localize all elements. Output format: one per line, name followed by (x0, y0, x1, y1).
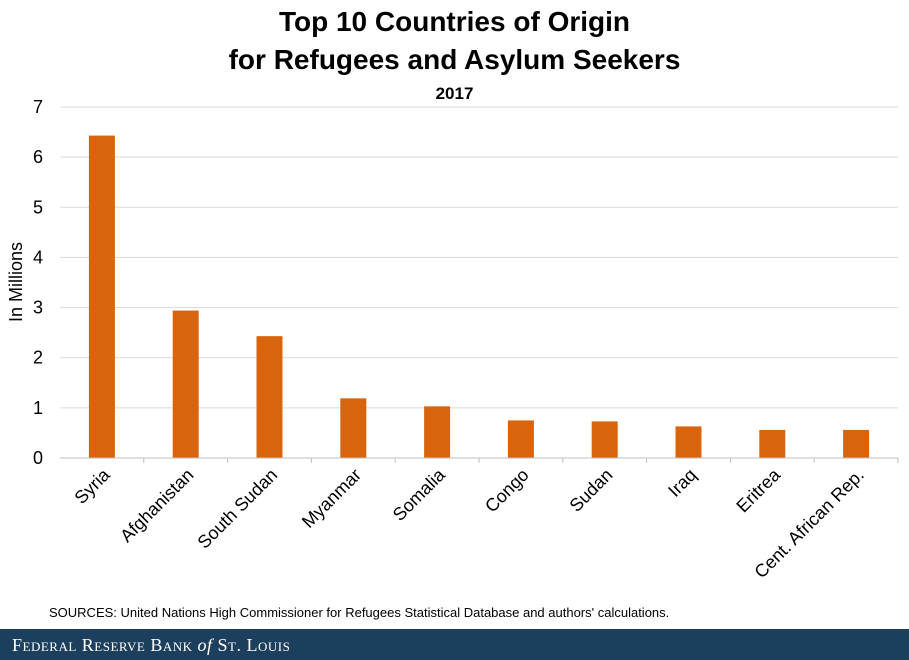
x-tick-label: Afghanistan (116, 465, 197, 546)
chart-subtitle: 2017 (435, 84, 474, 103)
y-axis-label: In Millions (6, 242, 26, 322)
bars (88, 135, 870, 458)
y-tick-label: 3 (33, 298, 43, 318)
bar (172, 310, 199, 458)
chart-title-line-2: for Refugees and Asylum Seekers (228, 44, 681, 75)
x-tick-label: South Sudan (194, 465, 282, 553)
y-tick-label: 5 (33, 197, 43, 217)
frb-st-louis-logo: Federal Reserve Bank of St. Louis (12, 635, 290, 656)
bar (88, 135, 115, 458)
x-tick-label: Somalia (389, 464, 450, 525)
bar (424, 406, 451, 458)
y-tick-label: 2 (33, 348, 43, 368)
bar (843, 429, 870, 458)
y-tick-labels: 0 1 2 3 4 5 6 7 (33, 97, 43, 468)
footer-bar: Federal Reserve Bank of St. Louis (0, 629, 909, 660)
x-tick-label: Congo (481, 465, 533, 517)
y-tick-label: 1 (33, 398, 43, 418)
chart-title-line-1: Top 10 Countries of Origin (278, 6, 631, 37)
x-tick-label: Syria (71, 464, 115, 508)
logo-text-of: of (197, 635, 213, 655)
bar (759, 429, 786, 458)
y-tick-label: 6 (33, 147, 43, 167)
x-tick-label: Myanmar (298, 465, 365, 532)
x-tick-label: Iraq (664, 465, 700, 501)
y-tick-label: 4 (33, 247, 43, 267)
x-tick-label: Eritrea (732, 464, 784, 516)
y-tick-label: 0 (33, 448, 43, 468)
bar (507, 420, 534, 458)
logo-text-pre: Federal Reserve Bank (12, 635, 198, 655)
bar (340, 398, 367, 458)
gridlines (60, 106, 898, 409)
logo-text-post: St. Louis (212, 635, 291, 655)
bar (256, 336, 283, 458)
y-tick-label: 7 (33, 97, 43, 117)
bar (591, 421, 618, 458)
bar (675, 426, 702, 458)
source-note: SOURCES: United Nations High Commissione… (49, 605, 670, 620)
x-tick-label: Sudan (566, 465, 617, 516)
